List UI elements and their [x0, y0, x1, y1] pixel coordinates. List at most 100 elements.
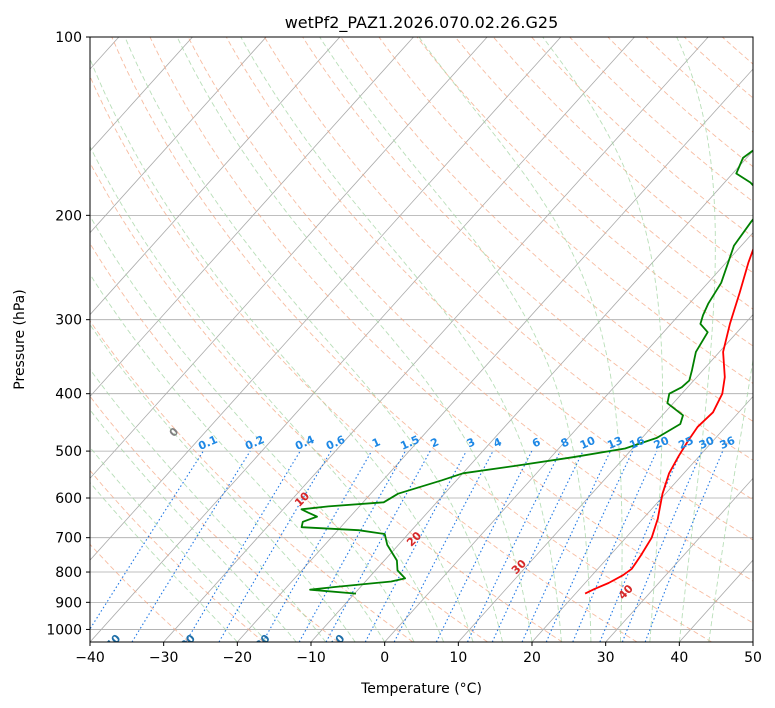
dry-adiabat-line — [90, 161, 563, 642]
mixing-ratio-label: 8 — [559, 435, 571, 450]
y-axis-title: Pressure (hPa) — [12, 289, 28, 389]
mixing-ratio-label: 1.5 — [398, 433, 421, 453]
moist-adiabat-line — [676, 37, 716, 642]
isotherm-line — [90, 37, 636, 642]
mixing-ratio-line — [644, 450, 724, 642]
mixing-ratio-line — [467, 450, 561, 642]
dry-adiabat-line — [302, 37, 753, 461]
mixing-ratio-line — [90, 450, 204, 630]
x-axis-title: Temperature (°C) — [360, 681, 482, 697]
y-tick-label: 300 — [55, 313, 82, 329]
mixing-ratio-label: 0.4 — [293, 433, 316, 453]
dry-adiabat-label: -50 — [25, 632, 48, 655]
moist-adiabat-line — [124, 37, 503, 642]
dry-adiabat-line — [750, 28, 775, 642]
y-tick-label: 1000 — [46, 622, 82, 638]
plot-frame — [89, 36, 754, 643]
isotherm-line — [531, 395, 753, 642]
dry-adiabat-label: 10 — [292, 489, 312, 509]
y-tick-label: 200 — [55, 208, 82, 224]
dry-adiabat-line — [90, 469, 264, 642]
dry-adiabat-line — [90, 543, 190, 642]
moist-adiabat-line — [240, 37, 562, 642]
isotherm-line — [90, 37, 267, 234]
moist-adiabat-line — [90, 323, 356, 642]
mixing-ratio-label: 6 — [530, 435, 543, 450]
moist-adiabat-line — [708, 357, 753, 642]
mixing-ratio-line — [364, 450, 467, 642]
moist-adiabat-line — [90, 481, 238, 642]
mixing-ratio-line — [325, 450, 431, 642]
moist-adiabat-line — [90, 446, 268, 642]
mixing-ratio-line — [572, 450, 658, 642]
moist-adiabat-line — [176, 37, 533, 642]
isotherm-line — [458, 313, 753, 642]
dry-adiabat-label: -10 — [324, 632, 347, 655]
y-tick-label: 100 — [55, 30, 82, 46]
y-tick-label: 600 — [55, 491, 82, 507]
mixing-ratio-line — [131, 450, 251, 642]
dry-adiabat-line — [225, 37, 753, 541]
dry-adiabat-label: 20 — [404, 529, 424, 549]
moist-adiabat-line — [90, 57, 474, 642]
mixing-ratio-label: 0.1 — [196, 433, 219, 453]
dry-adiabat-line — [721, 37, 753, 65]
mixing-ratio-label: 1 — [370, 435, 382, 450]
isotherm-line — [384, 232, 753, 642]
x-tick-label: 10 — [449, 650, 467, 666]
mixing-ratio-label: 4 — [491, 435, 504, 450]
mixing-ratio-line — [185, 450, 301, 642]
mixing-ratio-label: 0.6 — [324, 433, 347, 453]
dry-adiabat-line — [607, 37, 753, 168]
dry-adiabat-label: 30 — [509, 557, 529, 577]
moist-adiabat-line — [418, 37, 623, 642]
chart-title: wetPf2_PAZ1.2026.070.02.26.G25 — [285, 13, 559, 33]
y-tick-label: 500 — [55, 444, 82, 460]
x-tick-label: 50 — [744, 650, 762, 666]
mixing-ratio-label: 3 — [465, 435, 477, 450]
mixing-ratio-line — [435, 450, 533, 642]
isotherm-line — [90, 37, 194, 152]
line-labels: 0.10.20.40.611.52346810131620253036-100-… — [25, 425, 737, 655]
y-tick-label: 800 — [55, 565, 82, 581]
dry-adiabat-line — [90, 320, 414, 642]
x-tick-label: 20 — [523, 650, 541, 666]
dry-adiabat-line — [111, 37, 712, 642]
mixing-ratio-line — [521, 450, 611, 642]
dry-adiabat-line — [90, 75, 638, 642]
y-tick-label: 700 — [55, 531, 82, 547]
mixing-ratio-line — [545, 450, 633, 642]
isotherm-line — [90, 37, 341, 316]
dry-adiabat-line — [149, 37, 753, 624]
mixing-ratio-label: 16 — [627, 434, 647, 452]
isotherm-line — [90, 37, 562, 561]
dry-adiabat-line — [416, 37, 753, 347]
x-tick-label: 40 — [670, 650, 688, 666]
profile-lines — [300, 149, 753, 595]
isotherm-line — [163, 37, 709, 642]
moist-adiabat-line — [319, 37, 592, 642]
x-tick-label: 0 — [380, 650, 389, 666]
moist-adiabat-line — [542, 37, 663, 642]
mixing-ratio-line — [491, 450, 584, 642]
dry-adiabat-label: -40 — [100, 632, 123, 655]
mixing-ratio-label: 20 — [652, 434, 672, 452]
dry-adiabat-label: -30 — [175, 632, 198, 655]
dry-adiabat-line — [454, 37, 753, 310]
moist-adiabat-line — [90, 215, 415, 642]
dry-adiabat-line — [378, 37, 753, 384]
mixing-ratio-label: 30 — [697, 434, 717, 452]
mixing-ratio-label: 10 — [578, 434, 598, 452]
mixing-ratio-line — [262, 450, 373, 642]
y-tick-label: 400 — [55, 387, 82, 403]
dry-adiabat-label: 0 — [167, 425, 182, 440]
dry-adiabat-label: -20 — [249, 632, 272, 655]
dry-adiabat-line — [187, 37, 753, 582]
background-lines — [90, 28, 775, 642]
isotherm-line — [310, 150, 753, 642]
dry-adiabat-line — [569, 37, 753, 203]
moist-adiabat-line — [90, 409, 297, 642]
y-tick-label: 900 — [55, 595, 82, 611]
isotherm-line — [605, 477, 753, 642]
